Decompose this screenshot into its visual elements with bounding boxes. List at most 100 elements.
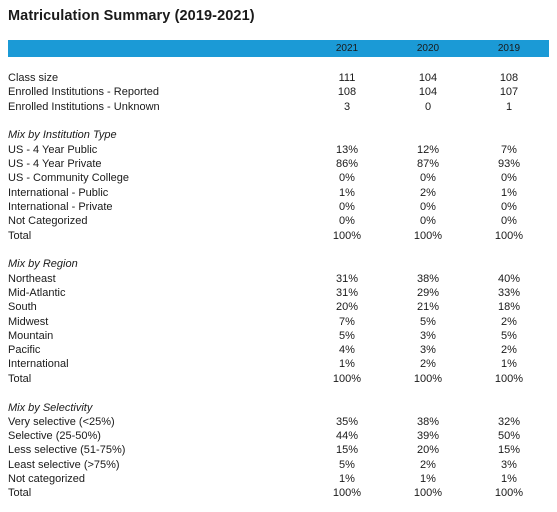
- row-label: Northeast: [8, 272, 56, 285]
- cell-value: 21%: [416, 301, 440, 314]
- cell-value: 0%: [501, 172, 517, 185]
- table-row: Total 100% 100% 100%: [8, 229, 549, 243]
- cell-value: 1%: [339, 186, 355, 199]
- cell-value: 0%: [420, 172, 436, 185]
- cell-value: 31%: [335, 272, 359, 285]
- table-row: Very selective (<25%) 35% 38% 32%: [8, 415, 549, 429]
- cell-value: 18%: [497, 301, 521, 314]
- cell-value: 20%: [416, 444, 440, 457]
- cell-value: 100%: [332, 229, 362, 242]
- cell-value: 104: [418, 86, 438, 99]
- cell-value: 35%: [335, 415, 359, 428]
- cell-value: 1%: [501, 186, 517, 199]
- cell-value: 100%: [332, 487, 362, 500]
- cell-value: 31%: [335, 286, 359, 299]
- row-label: Not Categorized: [8, 215, 88, 228]
- cell-value: 13%: [335, 143, 359, 156]
- table-row: Least selective (>75%) 5% 2% 3%: [8, 458, 549, 472]
- table-row: Enrolled Institutions - Unknown 3 0 1: [8, 100, 549, 114]
- row-label: Midwest: [8, 315, 49, 328]
- row-label: Selective (25-50%): [8, 430, 101, 443]
- cell-value: 1%: [339, 358, 355, 371]
- section-title-label: Mix by Region: [8, 258, 78, 271]
- table-row: Class size 111 104 108: [8, 71, 549, 85]
- table-row: Mid-Atlantic 31% 29% 33%: [8, 286, 549, 300]
- cell-value: 3: [343, 100, 351, 113]
- row-label: Total: [8, 372, 32, 385]
- cell-value: 104: [418, 72, 438, 84]
- cell-value: 0%: [339, 200, 355, 213]
- row-label: Enrolled Institutions - Unknown: [8, 100, 160, 113]
- table-row: US - Community College 0% 0% 0%: [8, 171, 549, 185]
- cell-value: 107: [499, 86, 519, 99]
- table-row: Less selective (51-75%) 15% 20% 15%: [8, 443, 549, 457]
- cell-value: 15%: [335, 444, 359, 457]
- cell-value: 100%: [494, 487, 524, 500]
- section-title: Mix by Region: [8, 257, 549, 271]
- table-row: Not categorized 1% 1% 1%: [8, 472, 549, 486]
- row-label: US - Community College: [8, 172, 130, 185]
- table-row: Mountain 5% 3% 5%: [8, 329, 549, 343]
- row-label: International - Public: [8, 186, 109, 199]
- table-row: International - Private 0% 0% 0%: [8, 200, 549, 214]
- cell-value: 2%: [420, 458, 436, 471]
- row-label: US - 4 Year Private: [8, 158, 102, 170]
- cell-value: 29%: [416, 286, 440, 299]
- cell-value: 100%: [413, 487, 443, 500]
- cell-value: 87%: [416, 158, 440, 170]
- cell-value: 1: [505, 100, 513, 113]
- row-label: Mountain: [8, 329, 54, 342]
- cell-value: 100%: [332, 372, 362, 385]
- row-label: Pacific: [8, 344, 41, 357]
- table-row: US - 4 Year Public 13% 12% 7%: [8, 143, 549, 157]
- row-label: Very selective (<25%): [8, 415, 115, 428]
- table-row: Midwest 7% 5% 2%: [8, 315, 549, 329]
- row-label: South: [8, 301, 37, 314]
- cell-value: 108: [499, 72, 519, 84]
- cell-value: 2%: [420, 186, 436, 199]
- column-header-2019: 2019: [497, 43, 521, 54]
- cell-value: 0%: [420, 215, 436, 228]
- table-row: Pacific 4% 3% 2%: [8, 343, 549, 357]
- cell-value: 86%: [335, 158, 359, 170]
- row-label: Enrolled Institutions - Reported: [8, 86, 160, 99]
- cell-value: 4%: [339, 344, 355, 357]
- cell-value: 15%: [497, 444, 521, 457]
- page-title: Matriculation Summary (2019-2021): [8, 8, 255, 24]
- row-label: International: [8, 358, 69, 371]
- row-label: US - 4 Year Public: [8, 143, 98, 156]
- table-row: Enrolled Institutions - Reported 108 104 10…: [8, 85, 549, 99]
- table-row: US - 4 Year Private 86% 87% 93%: [8, 157, 549, 171]
- cell-value: 38%: [416, 272, 440, 285]
- cell-value: 1%: [501, 473, 517, 485]
- row-label: International - Private: [8, 200, 113, 213]
- cell-value: 20%: [335, 301, 359, 314]
- table-row: International 1% 2% 1%: [8, 357, 549, 371]
- cell-value: 100%: [494, 229, 524, 242]
- cell-value: 1%: [420, 473, 436, 485]
- cell-value: 108: [337, 86, 357, 99]
- cell-value: 32%: [497, 415, 521, 428]
- cell-value: 0%: [339, 172, 355, 185]
- section-title: Mix by Institution Type: [8, 128, 549, 142]
- cell-value: 0: [424, 100, 432, 113]
- cell-value: 3%: [501, 458, 517, 471]
- cell-value: 2%: [501, 344, 517, 357]
- cell-value: 111: [338, 72, 356, 84]
- section-title-label: Mix by Institution Type: [8, 129, 117, 142]
- table-row: Total 100% 100% 100%: [8, 486, 549, 500]
- table-row: Selective (25-50%) 44% 39% 50%: [8, 429, 549, 443]
- cell-value: 39%: [416, 430, 440, 443]
- cell-value: 33%: [497, 286, 521, 299]
- section-title-label: Mix by Selectivity: [8, 401, 93, 414]
- cell-value: 5%: [339, 458, 355, 471]
- cell-value: 40%: [497, 272, 521, 285]
- row-label: Least selective (>75%): [8, 458, 120, 471]
- cell-value: 93%: [497, 158, 521, 170]
- table-row: South 20% 21% 18%: [8, 300, 549, 314]
- row-label: Total: [8, 229, 32, 242]
- column-header-2020: 2020: [416, 43, 440, 54]
- table-row: Not Categorized 0% 0% 0%: [8, 214, 549, 228]
- cell-value: 44%: [335, 430, 359, 443]
- row-label: Total: [8, 487, 32, 500]
